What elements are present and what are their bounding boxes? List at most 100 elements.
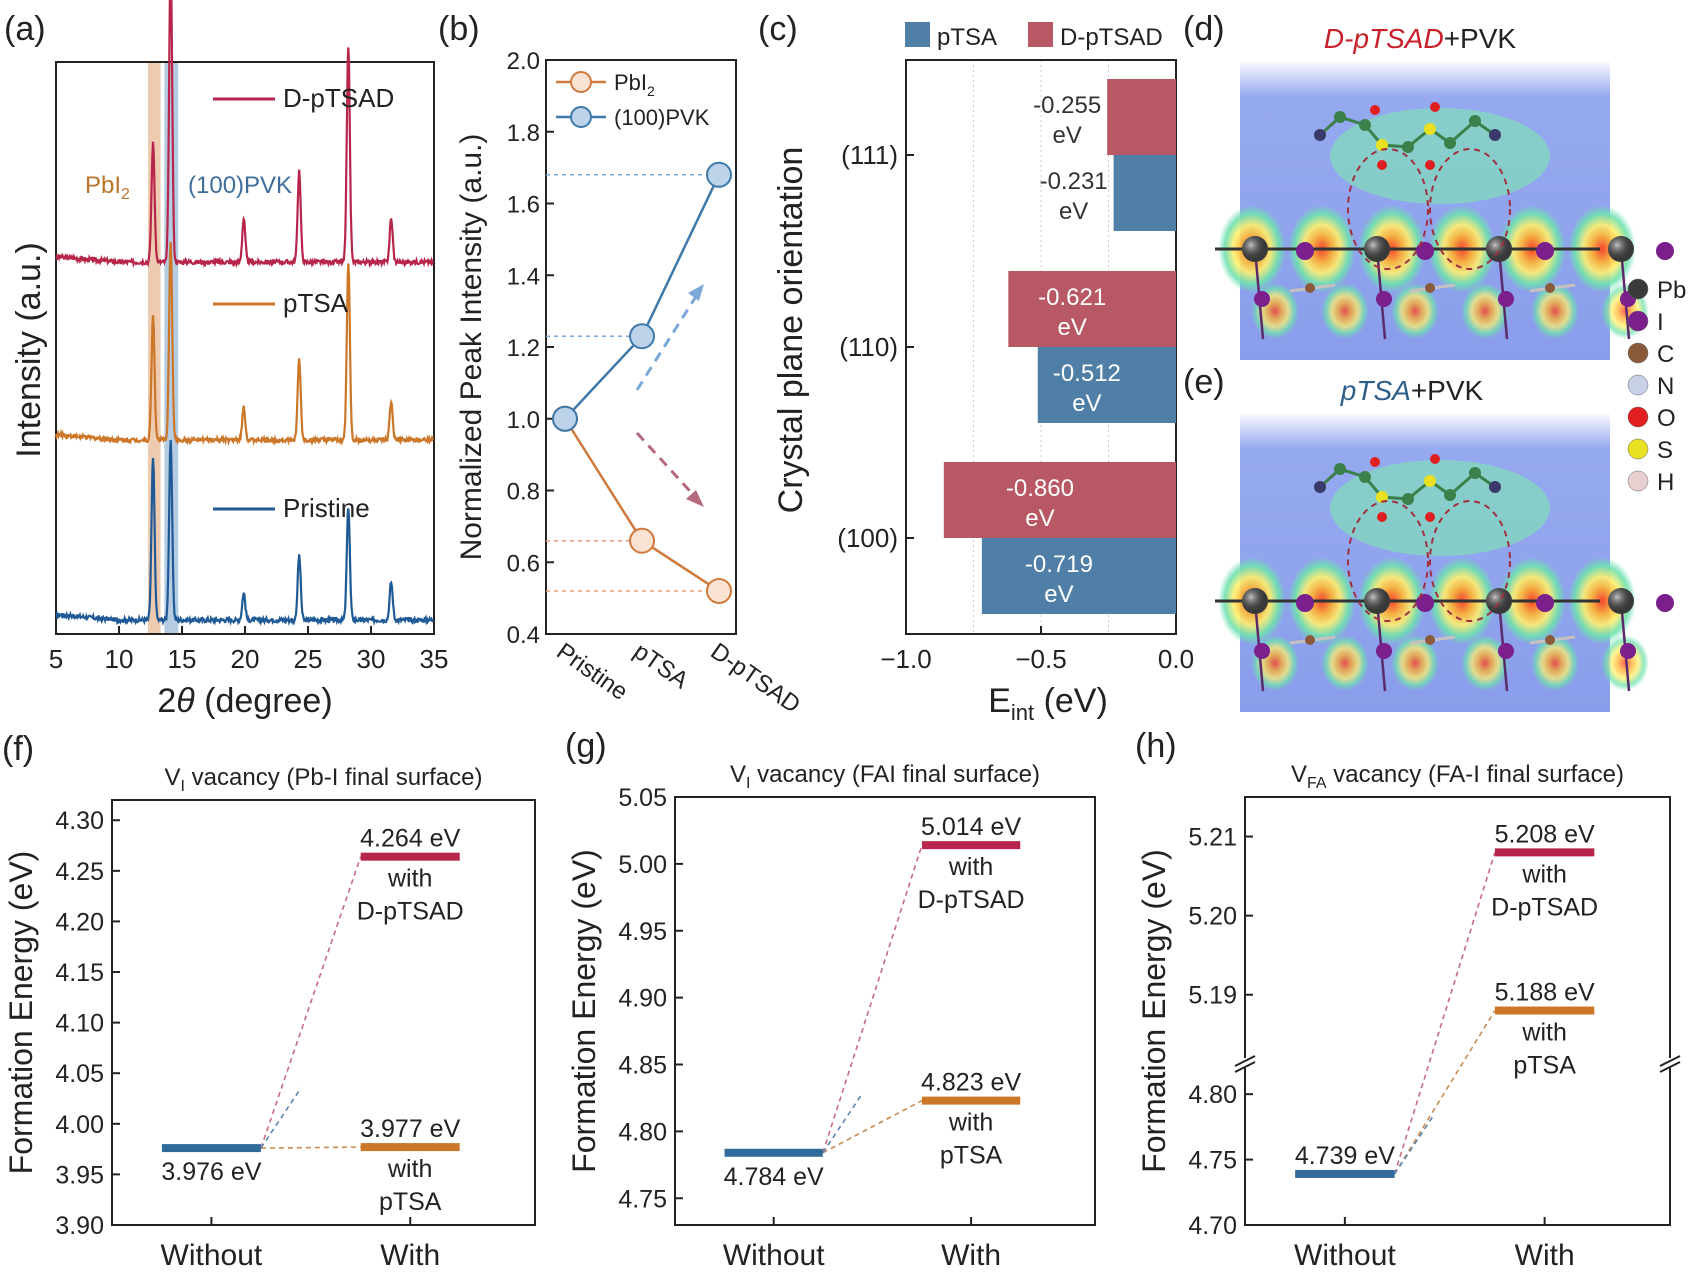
atom-legend-marker (1627, 342, 1649, 364)
connector-ptsa (260, 1146, 361, 1149)
ytick-label: 5.00 (618, 851, 667, 879)
panel-e: (e) pTSA+PVK (1183, 363, 1674, 712)
molecule-atom (1444, 489, 1456, 501)
o-atom (1377, 160, 1387, 170)
atom-legend-text: C (1657, 341, 1674, 368)
c-bar-ptsa (981, 538, 1176, 614)
ytick-label: 3.95 (55, 1161, 104, 1189)
label-dptsad-l1: with (387, 865, 432, 893)
value-without: 4.739 eV (1295, 1142, 1395, 1170)
molecule-atom (1489, 129, 1501, 141)
molecule-atom (1376, 491, 1388, 503)
c-ytick-label: (110) (839, 332, 898, 362)
connector-ptsa (822, 1099, 923, 1154)
panel-c: (c) -0.255 eV -0.621 eV -0.860 eV -0.231 eV -0.5… (758, 10, 1194, 725)
title-sub: FA (1307, 775, 1327, 792)
ytick-label: 5.19 (1188, 982, 1237, 1010)
pb-atom-shine (1242, 588, 1268, 614)
xrd-trace-ptsa (54, 242, 435, 447)
panel-title: VI vacancy (FAI final surface) (730, 761, 1040, 792)
panel-a: (a) 5 10 15 20 25 30 35 PbI2 (100)PVK D-pTSAD p… (4, 0, 448, 720)
title-main: V (165, 764, 181, 791)
i-atom (1376, 291, 1392, 307)
atom-legend-text: O (1657, 405, 1676, 432)
xtick-label: Without (723, 1239, 825, 1272)
connector-dptsad (822, 844, 923, 1154)
density-blob (1531, 635, 1579, 691)
interaction-ellipse (1429, 148, 1511, 270)
molecule-atom (1376, 139, 1388, 151)
label-dptsad-l2: D-pTSAD (918, 886, 1025, 914)
c-bar-unit: eV (1025, 505, 1054, 532)
panel-b-ylabel: Normalized Peak Intensity (a.u.) (455, 134, 488, 561)
atom-legend-text: N (1657, 373, 1674, 400)
pb-atom-shine (1242, 236, 1268, 262)
legend-pbi2-text: PbI2 (614, 70, 655, 99)
axis-break-mark (1659, 1061, 1681, 1073)
pvk-band (164, 62, 179, 634)
dft-render-d (1215, 60, 1674, 360)
c-bar-value: -0.512 (1053, 360, 1121, 387)
panel-a-label: (a) (4, 10, 46, 48)
b-ytick-label: 1.6 (507, 192, 540, 219)
density-blob (1321, 635, 1369, 691)
value-ptsa: 4.823 eV (921, 1069, 1021, 1097)
title-main: V (1291, 761, 1307, 788)
panel-d-label: (d) (1183, 10, 1225, 48)
a-xtick-label: 15 (168, 644, 197, 674)
ytick-label: 4.20 (55, 908, 104, 936)
ytick-label: 4.75 (618, 1185, 667, 1213)
molecule-atom (1402, 141, 1414, 153)
legend-ptsa-swatch (905, 22, 930, 47)
a-xtick-label: 35 (420, 644, 449, 674)
level-without (724, 1148, 823, 1157)
value-without: 3.976 eV (161, 1158, 261, 1186)
ytick-label: 4.95 (618, 918, 667, 946)
xrd-trace-pristine (55, 439, 435, 627)
molecule-atom (1424, 123, 1436, 135)
b-ytick-label: 0.8 (507, 479, 540, 506)
i-atom (1498, 291, 1514, 307)
panel-label: (h) (1135, 727, 1177, 765)
pb-atom-shine (1486, 588, 1512, 614)
density-blob (1391, 283, 1439, 339)
c-bar-unit: eV (1059, 198, 1088, 225)
atom-legend-marker (1627, 278, 1649, 300)
level-with-ptsa (360, 1143, 460, 1152)
b-series-line-0 (563, 418, 720, 592)
panel-b-legend: PbI2 (100)PVK (556, 70, 710, 130)
ytick-label: 5.21 (1188, 824, 1237, 852)
o-atom (1425, 160, 1435, 170)
legend-text-d-ptsad: D-pTSAD (283, 83, 394, 113)
c-bar-unit: eV (1072, 390, 1101, 417)
value-dptsad: 5.208 eV (1495, 820, 1595, 848)
c-bar-ptsa (1113, 155, 1176, 231)
panel-e-title: pTSA+PVK (1340, 375, 1484, 406)
connector-dptsad (1393, 852, 1496, 1175)
c-bar-value: -0.719 (1025, 551, 1093, 578)
panel-c-legend: pTSA D-pTSAD (905, 22, 1163, 51)
molecule-atom (1334, 463, 1346, 475)
level-with-ptsa (1494, 1006, 1595, 1015)
atom-legend-marker (1627, 310, 1649, 332)
dft-render-e (1215, 412, 1674, 712)
b-ytick-label: 0.6 (507, 550, 540, 577)
xtick-label: Without (1294, 1239, 1396, 1272)
ytick-label: 5.20 (1188, 903, 1237, 931)
c-bar-unit: eV (1044, 581, 1073, 608)
b-point (629, 323, 655, 350)
atom-legend-text: S (1657, 437, 1673, 464)
label-ptsa-l1: with (1521, 1019, 1566, 1047)
panel-b: (b) 0.4 0.6 0.8 1.0 1.2 1.4 1.6 1.8 2.0 Pristine… (438, 10, 805, 719)
o-atom (1370, 457, 1380, 467)
pb-atom-shine (1364, 236, 1390, 262)
label-dptsad-l2: D-pTSAD (1491, 893, 1598, 921)
legend-pvk-marker (570, 106, 592, 128)
density-blob (1568, 205, 1636, 293)
density-blob (1601, 635, 1649, 691)
label-ptsa-l1: with (387, 1155, 432, 1183)
density-blob (1531, 283, 1579, 339)
o-atom (1425, 512, 1435, 522)
